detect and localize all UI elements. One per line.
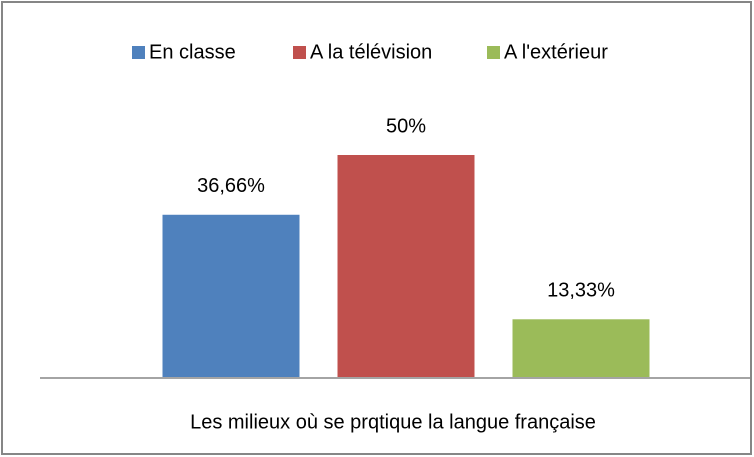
legend-label: A l'extérieur bbox=[504, 41, 608, 63]
legend-swatch bbox=[487, 46, 500, 59]
bar bbox=[335, 153, 477, 379]
bar bbox=[160, 212, 302, 379]
legend-label: A la télévision bbox=[310, 41, 432, 63]
legend-label: En classe bbox=[149, 41, 236, 63]
bar bbox=[510, 317, 652, 379]
data-label: 36,66% bbox=[197, 175, 265, 197]
legend-swatch bbox=[293, 46, 306, 59]
x-tick-label: Les milieux où se prqtique la langue fra… bbox=[190, 411, 596, 433]
data-label: 13,33% bbox=[547, 280, 615, 302]
legend-swatch bbox=[132, 46, 145, 59]
data-label: 50% bbox=[386, 115, 426, 137]
